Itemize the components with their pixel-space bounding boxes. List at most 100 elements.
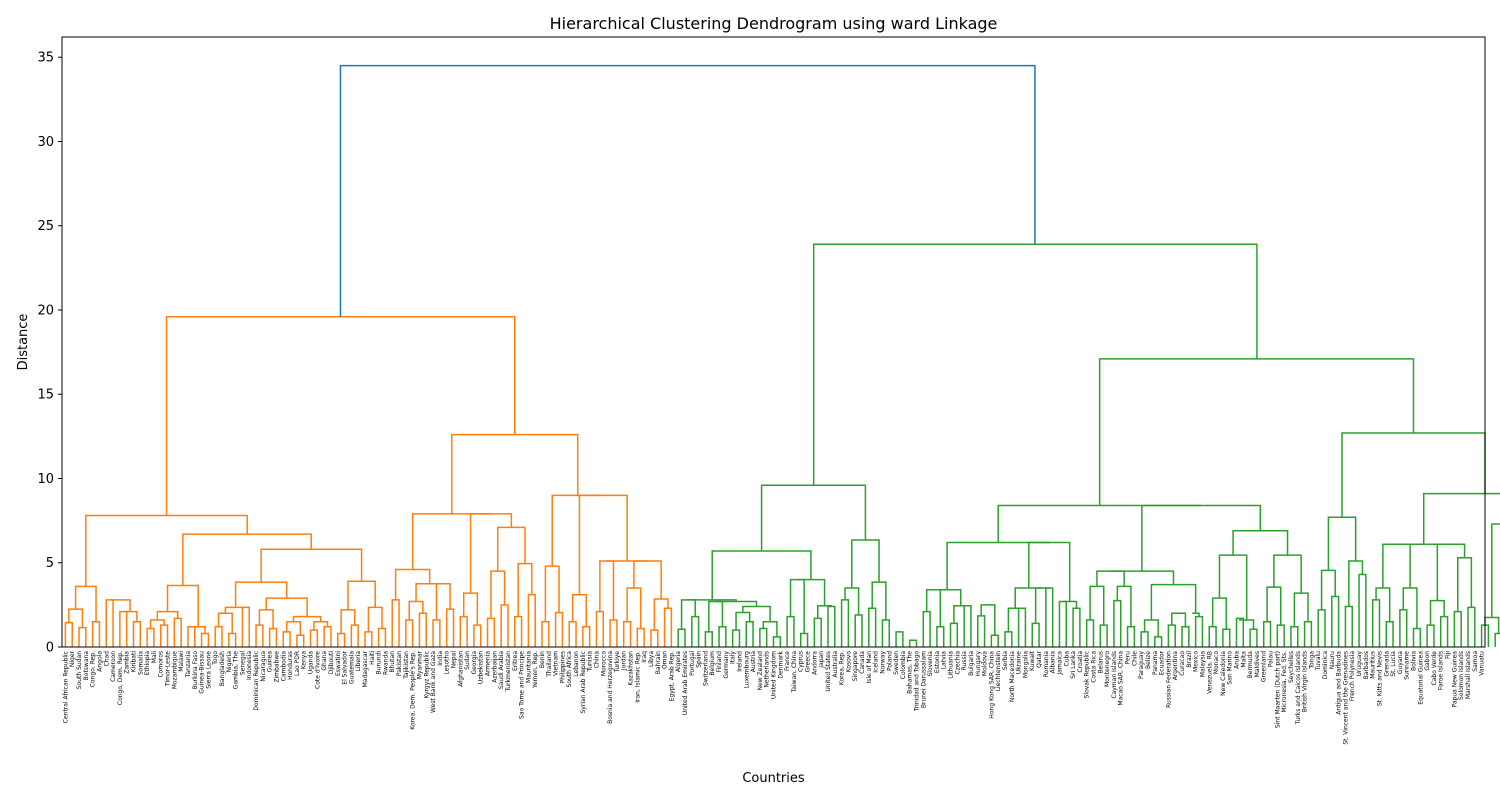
dendrogram-link <box>946 541 1050 590</box>
dendrogram-link <box>1096 570 1125 587</box>
leaf-label: Central African Republic <box>62 651 69 723</box>
dendrogram-link <box>1317 609 1326 647</box>
leaf-label: Nauru <box>1329 651 1336 669</box>
leaf-label: Thailand <box>546 651 553 678</box>
leaf-label: Japan <box>818 651 825 669</box>
dendrogram-link <box>1098 358 1415 506</box>
dendrogram-link <box>1262 620 1272 647</box>
leaf-label: Malaysia <box>1199 651 1206 678</box>
leaf-label: Hong Kong SAR, China <box>988 651 995 719</box>
leaf-label: Iceland <box>873 651 880 673</box>
dendrogram-link <box>309 629 319 647</box>
leaf-label: Mozambique <box>171 651 178 690</box>
dendrogram-link <box>851 539 880 589</box>
leaf-label: Sri Lanka <box>1070 651 1077 679</box>
leaf-label: Togo <box>212 651 219 666</box>
dendrogram-link <box>1140 631 1149 647</box>
dendrogram-link <box>840 599 850 647</box>
dendrogram-link <box>742 605 771 622</box>
leaf-label: Benin <box>539 651 546 668</box>
leaf-label: United Kingdom <box>771 651 778 699</box>
dendrogram-link <box>490 570 506 619</box>
leaf-label: Antigua and Barbuda <box>1336 651 1343 715</box>
dendrogram-link <box>1192 612 1200 617</box>
leaf-label: Lao PDR <box>294 651 301 676</box>
leaf-label: Rwanda <box>382 651 389 675</box>
leaf-label: Bangladesh <box>219 651 226 686</box>
leaf-label: Kiribati <box>130 651 137 673</box>
leaf-label: Faroe Islands <box>1438 651 1445 690</box>
dendrogram-link <box>731 629 741 647</box>
dendrogram-link <box>1150 583 1197 621</box>
leaf-label: Philippines <box>559 651 566 683</box>
dendrogram-link <box>1375 587 1391 622</box>
leaf-label: Tonga <box>1308 651 1315 670</box>
dendrogram-link <box>688 599 737 602</box>
leaf-label: United Arab Emirates <box>682 651 689 715</box>
y-tick-label: 0 <box>46 641 54 656</box>
leaf-label: Guyana <box>1397 651 1404 674</box>
dendrogram-link <box>149 619 165 629</box>
leaf-label: Nicaragua <box>260 651 267 682</box>
leaf-label: Macao SAR, China <box>1118 651 1125 706</box>
leaf-label: India <box>437 651 444 666</box>
leaf-label: Albania <box>1050 651 1057 674</box>
leaf-label: Guinea-Bissau <box>199 651 206 694</box>
dendrogram-link <box>1358 573 1367 647</box>
leaf-label: Gambia, The <box>233 651 240 690</box>
leaf-label: Trinidad and Tobago <box>913 651 920 712</box>
dendrogram-link <box>541 620 550 647</box>
dendrogram-link <box>680 599 696 630</box>
leaf-label: Liechtenstein <box>995 651 1002 691</box>
dendrogram-link <box>936 626 945 647</box>
chart-title: Hierarchical Clustering Dendrogram using… <box>550 14 998 33</box>
dendrogram-link <box>715 600 758 607</box>
leaf-label: Barbados <box>1363 651 1370 679</box>
leaf-label: Timor-Leste <box>165 651 172 687</box>
leaf-label: South Sudan <box>76 651 83 689</box>
leaf-label: Kenya <box>301 651 308 670</box>
dendrogram-link <box>337 632 346 647</box>
leaf-label: Hungary <box>975 651 982 677</box>
leaf-label: Portugal <box>689 651 696 676</box>
dendrogram-link <box>925 588 942 627</box>
dendrogram-link <box>1327 516 1357 571</box>
dendrogram-link <box>797 578 826 606</box>
leaf-label: Italy <box>730 651 737 664</box>
leaf-labels: Central African Republic Niger South Sudan… <box>62 650 1485 744</box>
leaf-label: Greece <box>805 651 812 673</box>
leaf-label: Greenland <box>1261 651 1268 682</box>
y-axis-label: Distance <box>16 314 31 371</box>
dendrogram-link <box>582 626 591 647</box>
dendrogram-link <box>1232 529 1289 556</box>
dendrogram-link <box>165 315 516 516</box>
dendrogram-link <box>459 615 468 647</box>
leaf-label: Djibouti <box>328 651 335 675</box>
leaf-label: Montenegro <box>1104 651 1111 687</box>
dendrogram-link <box>1344 605 1353 647</box>
dendrogram-link <box>85 514 248 587</box>
leaf-label: Kazakhstan <box>628 651 635 686</box>
leaf-label: Eritrea <box>512 651 519 671</box>
leaf-label: Sao Tome and Principe <box>519 651 526 719</box>
dendrogram-link <box>1348 560 1364 607</box>
leaf-label: British Virgin Islands <box>1302 651 1309 712</box>
dendrogram-link <box>1211 597 1228 630</box>
leaf-label: Russia <box>961 651 968 671</box>
dendrogram-link <box>772 636 782 647</box>
dendrogram-link <box>364 631 373 647</box>
dendrogram-link <box>418 612 428 647</box>
leaf-label: Sudan <box>464 651 471 670</box>
dendrogram-link <box>296 634 305 647</box>
dendrogram-link <box>745 620 754 647</box>
dendrogram-link <box>109 599 131 612</box>
dendrogram-link <box>980 604 996 636</box>
dendrogram-link <box>1399 609 1408 647</box>
leaf-label: San Marino <box>1227 651 1234 685</box>
dendrogram-link <box>609 619 618 647</box>
dendrogram-link <box>551 494 604 567</box>
leaf-label: Zimbabwe <box>273 651 280 683</box>
dendrogram-link <box>1017 607 1027 647</box>
dendrogram-link <box>68 608 84 628</box>
leaf-label: Suriname <box>1404 651 1411 680</box>
